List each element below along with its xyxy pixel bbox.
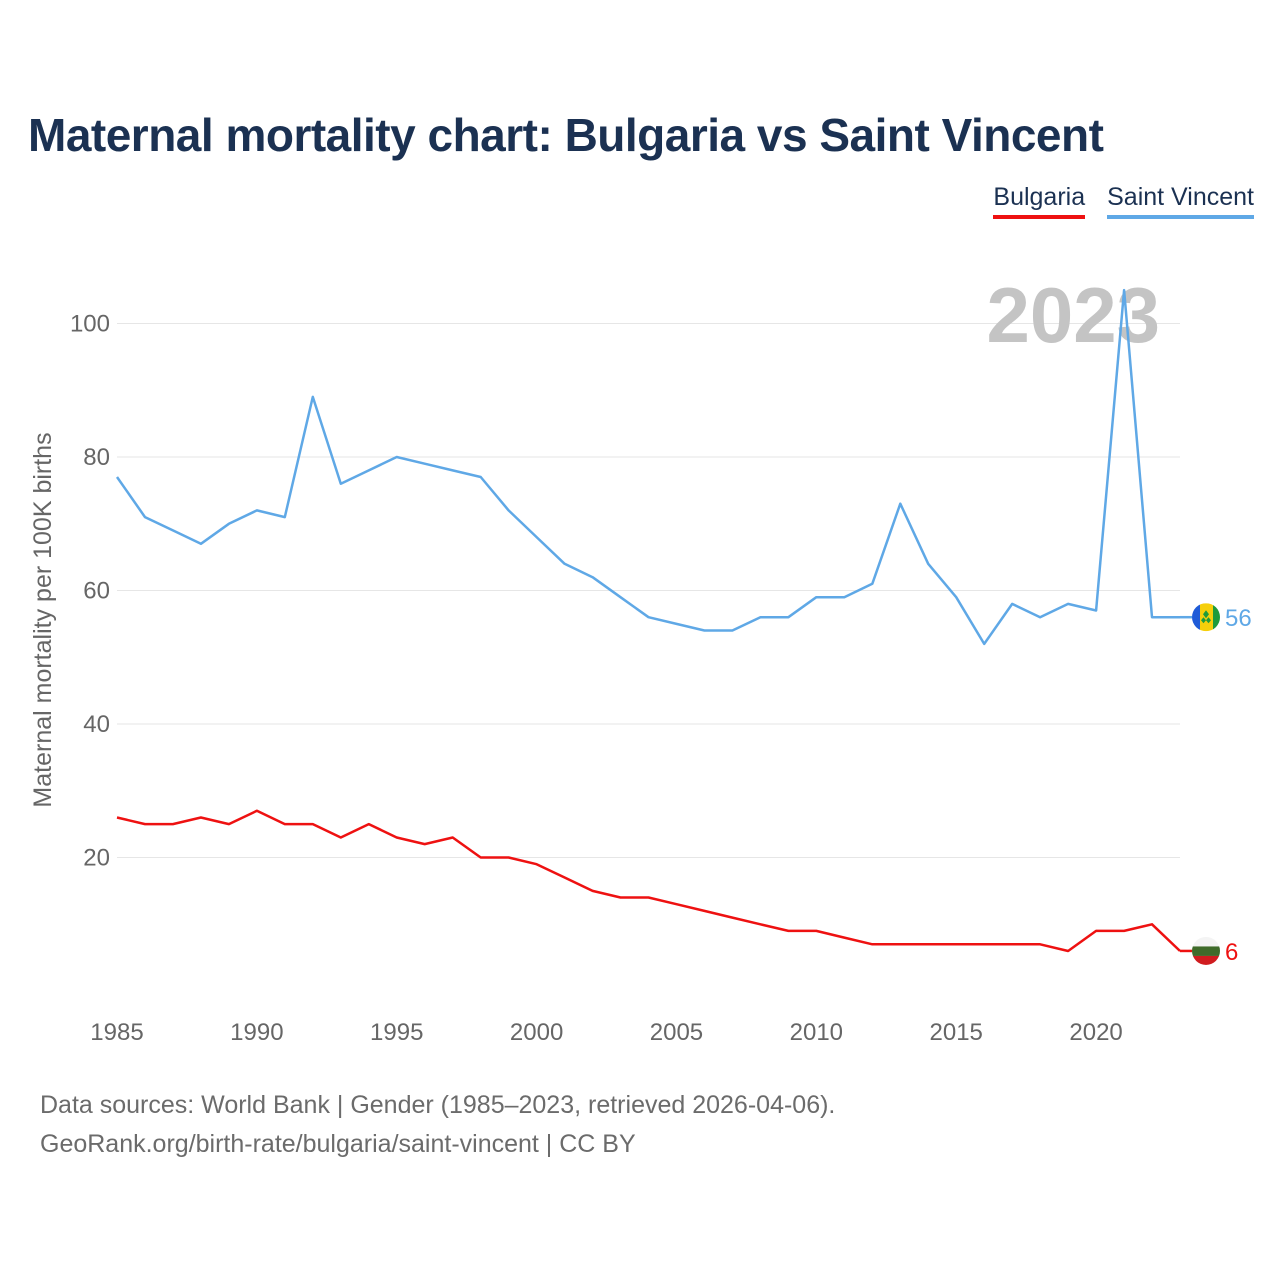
- y-tick-label: 80: [83, 444, 110, 471]
- y-axis-label: Maternal mortality per 100K births: [29, 432, 57, 807]
- gridlines: [117, 323, 1180, 858]
- footer: Data sources: World Bank | Gender (1985–…: [40, 1086, 835, 1164]
- y-tick-label: 60: [83, 578, 110, 605]
- current-year-label: 2023: [986, 271, 1160, 359]
- line-chart: 20 40 60 80 100 1985 1990 1995 2000 2005 2010 2015…: [29, 271, 1252, 1046]
- y-tick-label: 40: [83, 711, 110, 738]
- bulgaria-flag-icon: [1192, 936, 1220, 965]
- x-tick-label: 2010: [790, 1019, 843, 1046]
- x-axis-ticks: 1985 1990 1995 2000 2005 2010 2015 2020: [90, 1019, 1122, 1046]
- x-tick-label: 1990: [230, 1019, 283, 1046]
- x-tick-label: 2020: [1069, 1019, 1122, 1046]
- y-tick-label: 20: [83, 845, 110, 872]
- end-value-label: 56: [1225, 605, 1252, 632]
- x-tick-label: 1995: [370, 1019, 423, 1046]
- x-tick-label: 1985: [90, 1019, 143, 1046]
- x-tick-label: 2000: [510, 1019, 563, 1046]
- y-axis-ticks: 20 40 60 80 100: [70, 311, 110, 872]
- chart-title: Maternal mortality chart: Bulgaria vs Sa…: [28, 109, 1104, 161]
- legend-item-saint-vincent[interactable]: Saint Vincent: [1107, 183, 1254, 219]
- end-value-label: 6: [1225, 939, 1238, 966]
- saint-vincent-flag-icon: [1192, 603, 1220, 632]
- legend: Bulgaria Saint Vincent: [993, 183, 1254, 219]
- x-tick-label: 2005: [650, 1019, 703, 1046]
- footer-sources: Data sources: World Bank | Gender (1985–…: [40, 1091, 836, 1119]
- series-lines: [115, 288, 1181, 953]
- legend-item-bulgaria[interactable]: Bulgaria: [993, 183, 1086, 219]
- y-tick-label: 100: [70, 311, 110, 338]
- series-line-saint-vincent[interactable]: [115, 288, 1180, 646]
- series-line-bulgaria[interactable]: [116, 809, 1181, 953]
- x-tick-label: 2015: [930, 1019, 983, 1046]
- footer-link[interactable]: GeoRank.org/birth-rate/bulgaria/saint-vi…: [40, 1130, 636, 1158]
- end-markers: 56 6: [1180, 603, 1252, 966]
